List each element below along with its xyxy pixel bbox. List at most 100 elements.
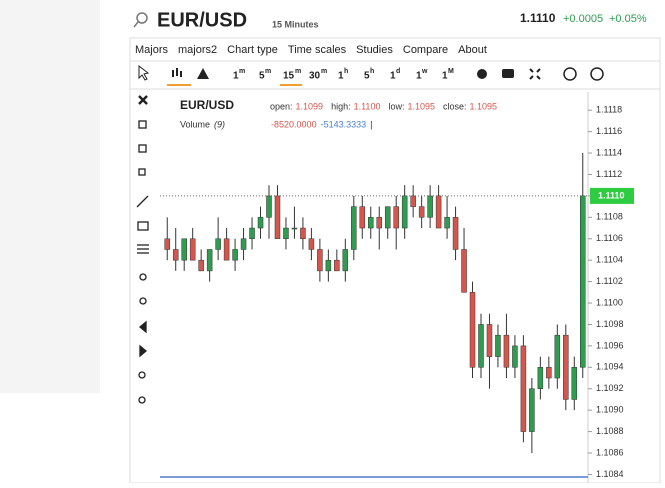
menu-item[interactable]: Majors (135, 44, 169, 56)
legend-open-label: open: (270, 101, 293, 111)
candle-body (257, 217, 264, 229)
interval-unit[interactable]: d (396, 68, 400, 75)
y-tick-label: 1.1114 (596, 147, 622, 157)
candle-body (342, 249, 349, 272)
y-tick-label: 1.1102 (596, 276, 623, 286)
interval-unit[interactable]: h (344, 68, 348, 75)
legend-volume-value1: -8520.0000 (271, 119, 317, 129)
tool[interactable] (138, 396, 146, 404)
scroll-right[interactable] (139, 344, 148, 358)
y-tick-label: 1.1100 (596, 297, 623, 307)
pointer-tool[interactable] (138, 64, 150, 81)
download-icon[interactable] (563, 67, 577, 81)
interval-number[interactable]: 1 (442, 71, 448, 82)
candle-body (537, 367, 544, 389)
fullscreen-icon[interactable] (529, 68, 541, 80)
interval-number[interactable]: 1 (390, 71, 396, 82)
interval-number[interactable]: 1 (338, 71, 344, 82)
intervals: 1 m 5 m 15 m 30 m 1 h 5 h 1 d 1 w 1 M (233, 68, 454, 82)
candle-body (240, 238, 247, 250)
side-panel (0, 0, 100, 393)
tool[interactable] (138, 371, 146, 379)
candle-body (410, 195, 416, 207)
menu-item[interactable]: majors2 (178, 44, 217, 56)
interval-unit[interactable]: M (448, 68, 454, 75)
y-tick-label: 1.1088 (596, 426, 624, 436)
interval-number[interactable]: 15 (283, 71, 295, 82)
drawing-tools (136, 95, 149, 404)
interval-number[interactable]: 5 (259, 71, 265, 82)
candle-body (291, 227, 298, 230)
legend-high: 1.1100 (354, 101, 381, 111)
upload-icon[interactable] (590, 67, 604, 81)
symbol: EUR/USD (157, 9, 247, 31)
candle-body (283, 227, 289, 240)
search-icon[interactable] (133, 12, 148, 28)
candle-body (554, 334, 561, 379)
y-tick-label: 1.1092 (596, 383, 624, 393)
active-underline (167, 84, 191, 86)
settings-icon[interactable] (477, 69, 487, 79)
legend-symbol: EUR/USD (180, 98, 234, 112)
interval-number[interactable]: 30 (309, 71, 321, 82)
change: +0.0005 (563, 13, 603, 25)
menu-item[interactable]: Time scales (288, 44, 347, 56)
fib-tool[interactable] (137, 244, 149, 254)
last-price-label: 1.1110 (598, 190, 625, 200)
menu-item[interactable]: Studies (356, 44, 393, 56)
interval-unit[interactable]: m (295, 68, 301, 75)
tool[interactable] (138, 168, 146, 176)
candle-body (206, 249, 213, 272)
candle-body (546, 367, 552, 379)
candle-body (351, 206, 357, 250)
tool[interactable] (138, 144, 147, 153)
candle-type[interactable] (172, 68, 182, 77)
y-tick-label: 1.1094 (596, 362, 624, 372)
y-tick-label: 1.1112 (596, 169, 622, 179)
candle-body (571, 367, 578, 400)
interval-unit[interactable]: m (239, 68, 245, 75)
line-tool[interactable] (136, 195, 149, 208)
zoom-out[interactable] (139, 297, 147, 305)
interval-unit[interactable]: m (265, 68, 271, 75)
candle-body (435, 195, 442, 229)
interval-number[interactable]: 1 (416, 71, 422, 82)
interval: 15 Minutes (272, 19, 319, 29)
candle-body (503, 334, 510, 368)
zoom-in[interactable] (139, 273, 147, 281)
widget (129, 37, 661, 484)
active-underline (280, 84, 302, 86)
price: 1.1110 (520, 11, 556, 25)
interval-number[interactable]: 1 (233, 71, 239, 82)
scroll-left[interactable] (138, 320, 147, 334)
interval-unit[interactable]: w (421, 68, 428, 75)
candle-body (452, 217, 459, 250)
area-type[interactable] (197, 68, 209, 79)
candle-body (376, 217, 382, 229)
interval-number[interactable]: 5 (364, 71, 370, 82)
candle-body (266, 195, 272, 218)
y-tick-label: 1.1098 (596, 319, 624, 329)
close-tool[interactable] (138, 95, 148, 105)
candle-body (223, 238, 230, 261)
menu: Majors majors2 Chart type Time scales Studie… (135, 44, 487, 56)
rect-tool[interactable] (137, 221, 149, 231)
candle-body (181, 238, 187, 261)
interval-unit[interactable]: h (370, 68, 374, 75)
candle-body (401, 195, 408, 229)
legend: EUR/USD open: 1.1099 high: 1.1100 low: 1.1095 c… (180, 98, 497, 129)
candle-body (461, 249, 467, 293)
camera-icon[interactable] (502, 69, 514, 78)
interval-unit[interactable]: m (321, 68, 327, 75)
tool[interactable] (138, 120, 147, 129)
legend-close: 1.1095 (470, 101, 498, 111)
candle-body (427, 195, 433, 218)
menu-item[interactable]: Compare (403, 44, 448, 56)
menu-item[interactable]: About (458, 44, 487, 56)
candle-body (317, 249, 323, 272)
y-tick-label: 1.1104 (596, 255, 623, 265)
menu-item[interactable]: Chart type (227, 44, 278, 56)
candle-body (384, 206, 391, 229)
y-tick-label: 1.1084 (596, 469, 624, 479)
candle-body (512, 345, 518, 368)
